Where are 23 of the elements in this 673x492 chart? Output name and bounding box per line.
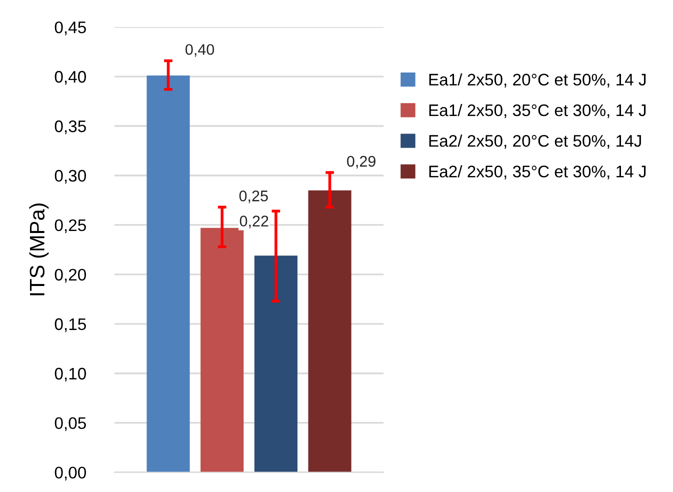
bar: [200, 228, 244, 472]
y-axis-title: ITS (MPa): [29, 204, 49, 296]
y-tick-label: 0,45: [54, 21, 86, 36]
y-tick-label: 0,35: [54, 120, 86, 134]
y-tick-label: 0,25: [54, 219, 86, 234]
data-label: 0,40: [186, 44, 214, 57]
bar: [254, 256, 298, 472]
y-tick-label: 0,10: [54, 368, 86, 382]
legend-label: Ea1/ 2x50, 35°C et 30%, 14 J: [429, 104, 646, 118]
bar: [146, 76, 190, 472]
legend-label: Ea2/ 2x50, 20°C et 50%, 14J: [429, 134, 641, 149]
legend-label: Ea2/ 2x50, 35°C et 30%, 14 J: [429, 165, 646, 180]
y-tick-label: 0,30: [54, 170, 86, 184]
y-tick-label: 0,05: [54, 417, 86, 432]
data-label: 0,29: [347, 156, 376, 169]
data-label: 0,25: [239, 190, 268, 204]
y-tick-label: 0,15: [54, 318, 86, 332]
bar: [308, 190, 352, 472]
y-tick-label: 0,40: [54, 70, 86, 85]
y-tick-label: 0,00: [54, 466, 86, 480]
data-label: 0,22: [240, 216, 268, 228]
y-tick-label: 0,20: [54, 268, 86, 283]
legend-label: Ea1/ 2x50, 20°C et 50%, 14 J: [429, 73, 646, 88]
